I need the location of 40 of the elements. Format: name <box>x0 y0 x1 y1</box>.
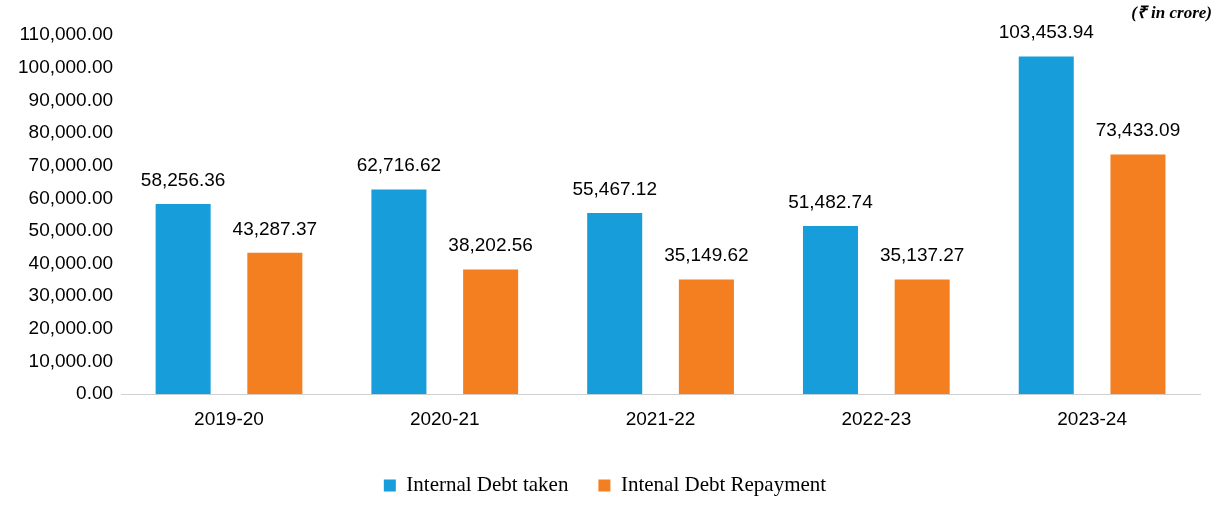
x-tick-label: 2020-21 <box>409 407 480 429</box>
y-tick-label: 110,000.00 <box>19 23 114 45</box>
bar <box>463 269 519 395</box>
bar <box>1110 154 1166 395</box>
bar <box>155 203 211 395</box>
y-tick-label: 40,000.00 <box>28 251 114 273</box>
x-tick-label: 2021-22 <box>625 407 696 429</box>
data-label: 35,137.27 <box>879 244 965 266</box>
bar <box>587 213 643 395</box>
legend-label: Internal Debt taken <box>406 472 569 497</box>
bar <box>894 279 950 395</box>
y-tick-label: 70,000.00 <box>28 153 114 175</box>
y-tick-label: 0.00 <box>76 382 114 404</box>
x-tick-label: 2022-23 <box>841 407 912 429</box>
y-tick-label: 90,000.00 <box>28 88 114 110</box>
data-label: 73,433.09 <box>1095 119 1181 141</box>
data-label: 58,256.36 <box>140 168 226 190</box>
x-tick-label: 2023-24 <box>1057 407 1128 429</box>
y-tick-label: 20,000.00 <box>28 317 114 339</box>
y-tick-label: 60,000.00 <box>28 186 114 208</box>
bar <box>247 252 303 395</box>
text: (₹ in crore) <box>1131 2 1212 23</box>
y-tick-label: 80,000.00 <box>28 121 114 143</box>
data-label: 43,287.37 <box>232 217 318 239</box>
bar <box>371 189 427 395</box>
bar <box>802 226 858 395</box>
y-tick-label: 10,000.00 <box>28 349 114 371</box>
data-label: 51,482.74 <box>788 190 874 212</box>
y-tick-label: 100,000.00 <box>18 55 114 77</box>
data-label: 35,149.62 <box>664 244 749 266</box>
legend-label: Intenal Debt Repayment <box>620 472 827 497</box>
data-label: 55,467.12 <box>572 177 657 199</box>
bar <box>1018 56 1074 395</box>
data-label: 62,716.62 <box>356 154 442 176</box>
bar <box>678 279 734 395</box>
y-tick-label: 50,000.00 <box>28 219 114 241</box>
data-label: 38,202.56 <box>448 234 533 256</box>
data-label: 103,453.94 <box>998 21 1095 43</box>
y-tick-label: 30,000.00 <box>28 284 114 306</box>
x-tick-label: 2019-20 <box>194 407 264 429</box>
